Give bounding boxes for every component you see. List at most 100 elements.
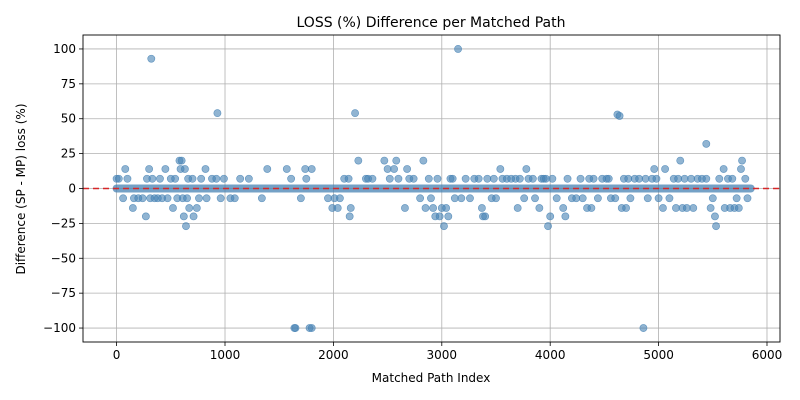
scatter-point — [687, 174, 696, 183]
scatter-point — [520, 194, 529, 203]
scatter-point — [192, 204, 201, 212]
scatter-point-outlier — [291, 324, 300, 332]
scatter-point — [409, 174, 418, 183]
scatter-point — [496, 165, 505, 173]
scatter-point — [433, 174, 442, 183]
y-tick-label: 100 — [53, 42, 76, 56]
scatter-point — [141, 212, 150, 221]
scatter-point — [682, 204, 691, 212]
scatter-point — [450, 194, 459, 203]
scatter-point — [578, 194, 587, 203]
scatter-point — [572, 194, 581, 203]
scatter-point — [201, 165, 210, 173]
scatter-point — [492, 194, 500, 203]
scatter-point — [380, 156, 389, 165]
scatter-point — [719, 165, 728, 173]
x-tick-label: 0 — [113, 348, 121, 362]
scatter-point — [622, 204, 630, 212]
scatter-point — [563, 174, 572, 183]
scatter-point — [483, 174, 492, 183]
scatter-point — [672, 204, 680, 212]
scatter-point — [732, 194, 741, 203]
scatter-point — [626, 194, 635, 203]
scatter-point — [345, 212, 354, 221]
scatter-point — [489, 174, 498, 183]
scatter-point — [287, 174, 296, 183]
scatter-point — [593, 194, 602, 203]
scatter-point — [429, 204, 438, 212]
x-tick-label: 6000 — [752, 348, 783, 362]
scatter-point — [528, 174, 537, 183]
scatter-point — [641, 174, 650, 183]
scatter-point — [680, 174, 689, 183]
scatter-point — [711, 212, 719, 221]
scatter-point — [188, 174, 197, 183]
chart-title: LOSS (%) Difference per Matched Path — [297, 15, 566, 31]
scatter-point — [444, 212, 453, 221]
scatter-point — [674, 174, 683, 183]
scatter-point — [185, 204, 194, 212]
scatter-point — [702, 174, 711, 183]
scatter-point — [689, 204, 698, 212]
scatter-point — [257, 194, 266, 203]
scatter-point — [390, 165, 399, 173]
x-axis-ticks: 0 1000 2000 3000 4000 5000 6000 — [113, 342, 782, 362]
scatter-point — [333, 204, 342, 212]
scatter-point — [344, 174, 353, 183]
scatter-point — [163, 194, 172, 203]
scatter-point — [216, 194, 225, 203]
scatter-point — [611, 194, 620, 203]
scatter-point — [589, 174, 598, 183]
scatter-point — [661, 165, 669, 173]
scatter-point — [392, 156, 401, 165]
x-tick-label: 5000 — [643, 348, 674, 362]
scatter-point — [741, 174, 750, 183]
scatter-point — [301, 165, 310, 173]
scatter-point — [457, 194, 466, 203]
scatter-point — [737, 165, 745, 173]
scatter-point-outlier — [351, 109, 359, 118]
scatter-point — [624, 174, 633, 183]
x-tick-label: 3000 — [427, 348, 458, 362]
scatter-point — [197, 174, 206, 183]
y-axis-ticks: −100 −75 −50 −25 0 25 50 75 100 — [43, 42, 83, 335]
scatter-point — [419, 156, 428, 165]
scatter-point — [123, 174, 132, 183]
y-tick-label: 25 — [61, 147, 76, 161]
scatter-point — [138, 194, 147, 203]
scatter-point — [435, 212, 444, 221]
scatter-point — [394, 174, 403, 183]
scatter-point — [230, 194, 239, 203]
scatter-point — [481, 212, 490, 221]
scatter-point — [559, 204, 568, 212]
scatter-point — [354, 156, 363, 165]
scatter-point — [307, 165, 316, 173]
y-tick-label: −25 — [51, 216, 76, 230]
scatter-point — [156, 174, 164, 183]
scatter-point — [424, 174, 433, 183]
scatter-point — [403, 165, 412, 173]
scatter-point — [180, 165, 189, 173]
scatter-point — [728, 174, 737, 183]
scatter-point — [189, 212, 198, 221]
scatter-point — [427, 194, 435, 203]
scatter-point — [650, 165, 659, 173]
scatter-point — [461, 174, 470, 183]
scatter-point-outlier — [454, 45, 462, 53]
scatter-point — [236, 174, 245, 183]
scatter-point — [635, 174, 643, 183]
x-tick-label: 4000 — [535, 348, 566, 362]
scatter-point — [548, 174, 557, 183]
scatter-point — [282, 165, 291, 173]
scatter-point — [712, 222, 720, 231]
scatter-point-outlier — [147, 54, 156, 63]
scatter-point — [169, 204, 177, 212]
x-tick-label: 1000 — [210, 348, 241, 362]
y-tick-label: −75 — [51, 286, 76, 300]
scatter-point — [263, 165, 272, 173]
scatter-point — [576, 174, 585, 183]
scatter-point — [531, 194, 539, 203]
scatter-point — [743, 194, 752, 203]
scatter-point — [416, 194, 425, 203]
